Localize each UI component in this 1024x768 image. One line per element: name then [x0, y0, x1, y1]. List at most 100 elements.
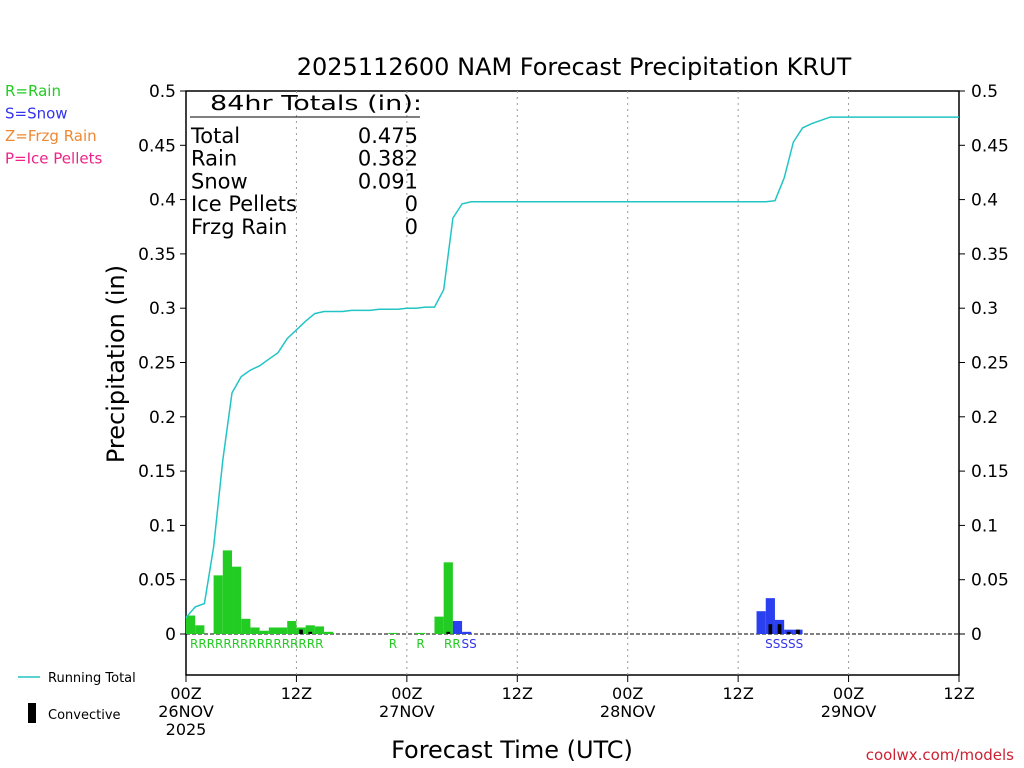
ptype-legend-item-3: P=Ice Pellets: [5, 150, 102, 168]
x-tick-label-0-2: 2025: [166, 720, 207, 739]
precip-bar-14: [324, 631, 334, 634]
ptype-label-4: SS: [461, 637, 476, 651]
ptype-legend-item-0: R=Rain: [5, 82, 61, 100]
ptype-label-1: R: [389, 637, 397, 651]
ptype-label-2: R: [416, 637, 424, 651]
convective-bar-12: [308, 631, 313, 634]
precip-bar-19: [452, 620, 463, 634]
plot-frame: [185, 90, 960, 676]
x-tick-label-6-0: 00Z: [833, 684, 864, 703]
totals-label-2: Snow: [191, 169, 248, 193]
totals-label-3: Ice Pellets: [191, 192, 297, 216]
precip-bar-22: [765, 598, 775, 634]
precip-bar-8: [268, 627, 279, 634]
y-tick-label-right-10: 0.5: [971, 82, 998, 102]
precip-bar-13: [314, 626, 325, 634]
convective-bar-11: [299, 629, 303, 634]
precip-bar-15: [388, 632, 398, 634]
y-tick-label-right-5: 0.25: [971, 354, 1009, 374]
running-total-legend-label: Running Total: [48, 671, 136, 686]
totals-value-4: 0: [405, 215, 418, 239]
x-tick-label-3-0: 12Z: [502, 684, 533, 703]
precip-type-legend: R=Rain S=Snow Z=Frzg Rain P=Ice Pellets: [5, 82, 102, 168]
y-tick-label-left-0: 0: [165, 625, 176, 645]
x-tick-label-2-1: 27NOV: [379, 702, 435, 721]
x-tick-label-4-1: 28NOV: [600, 702, 656, 721]
ptype-label-3: RR: [444, 637, 461, 651]
precip-bar-9: [278, 627, 288, 634]
ptype-legend-item-2: Z=Frzg Rain: [5, 127, 97, 145]
x-tick-label-0-0: 00Z: [170, 684, 201, 703]
y-tick-label-right-7: 0.35: [971, 245, 1009, 265]
convective-swatch: [28, 703, 36, 723]
x-tick-label-4-0: 00Z: [612, 684, 643, 703]
y-tick-label-right-3: 0.15: [971, 462, 1009, 482]
totals-header: 84hr Totals (in):: [210, 91, 422, 115]
totals-label-1: Rain: [191, 147, 237, 171]
convective-bar-24: [786, 631, 791, 634]
y-tick-label-right-8: 0.4: [971, 191, 998, 211]
precip-bar-3: [222, 550, 233, 634]
precip-bar-1: [195, 625, 205, 634]
precip-bar-4: [232, 566, 242, 634]
y-tick-label-left-4: 0.2: [149, 408, 176, 428]
y-tick-label-left-6: 0.3: [149, 299, 176, 319]
totals-value-2: 0.091: [358, 169, 418, 193]
convective-legend-label: Convective: [48, 708, 121, 723]
y-axis-right: 0 0.05 0.1 0.15 0.2 0.25 0.3 0.35 0.4 0.45 0.5: [959, 82, 1009, 645]
y-tick-label-left-2: 0.1: [149, 516, 176, 536]
precip-bar-2: [213, 575, 223, 634]
convective-bar-25: [796, 629, 800, 634]
precip-bar-16: [416, 632, 426, 634]
totals-value-3: 0: [405, 192, 418, 216]
y-tick-label-right-0: 0: [971, 625, 982, 645]
precip-bar-18: [443, 562, 453, 634]
x-tick-label-1-0: 12Z: [281, 684, 312, 703]
precip-bar-21: [756, 611, 766, 634]
x-tick-label-2-0: 00Z: [391, 684, 422, 703]
totals-rows: Total 0.475 Rain 0.382 Snow 0.091 Ice Pellets 0…: [190, 124, 418, 239]
precip-bar-7: [259, 630, 269, 634]
precip-bars: [186, 550, 803, 634]
convective-bar-23: [777, 624, 782, 634]
x-axis-label: Forecast Time (UTC): [391, 736, 633, 764]
precip-bar-5: [241, 618, 251, 634]
precip-bar-0: [186, 615, 196, 634]
totals-value-0: 0.475: [358, 124, 418, 148]
precip-bar-6: [250, 627, 260, 634]
ptype-label-0: RRRRRRRRRRRRRRRR: [190, 637, 323, 651]
y-tick-label-left-3: 0.15: [138, 462, 176, 482]
chart-title: 2025112600 NAM Forecast Precipitation KR…: [297, 53, 852, 81]
y-tick-label-left-7: 0.35: [138, 245, 176, 265]
totals-box: 84hr Totals (in): Total 0.475 Rain 0.382 Sno…: [190, 91, 422, 239]
precip-bar-20: [462, 631, 472, 634]
y-tick-label-right-9: 0.45: [971, 136, 1009, 156]
x-tick-label-7-0: 12Z: [943, 684, 974, 703]
precip-bar-10: [287, 620, 297, 634]
y-axis-label: Precipitation (in): [102, 265, 130, 463]
y-tick-label-right-1: 0.05: [971, 571, 1009, 591]
y-tick-label-left-5: 0.25: [138, 354, 176, 374]
convective-bar-18: [446, 631, 451, 634]
precip-type-labels: RRRRRRRRRRRRRRRR R R RR SS SSSSS: [190, 637, 803, 651]
x-tick-label-6-1: 29NOV: [821, 702, 877, 721]
footer-credit: coolwx.com/models: [866, 746, 1014, 764]
y-tick-label-left-1: 0.05: [138, 571, 176, 591]
y-axis-left: 0 0.05 0.1 0.15 0.2 0.25 0.3 0.35 0.4 0.45 0.5: [138, 82, 186, 645]
convective-legend: Convective: [28, 703, 121, 723]
running-total-legend: Running Total: [18, 671, 136, 686]
x-tick-label-5-0: 12Z: [722, 684, 753, 703]
totals-label-4: Frzg Rain: [191, 215, 287, 239]
precip-bar-12: [305, 625, 315, 634]
y-tick-label-left-10: 0.5: [149, 82, 176, 102]
running-total-line: [185, 116, 959, 619]
y-tick-label-right-4: 0.2: [971, 408, 998, 428]
convective-bar-22: [768, 624, 773, 634]
totals-value-1: 0.382: [358, 147, 418, 171]
precip-bar-17: [434, 616, 444, 634]
y-tick-label-right-2: 0.1: [971, 516, 998, 536]
ptype-label-5: SSSSS: [765, 637, 803, 651]
ptype-legend-item-1: S=Snow: [5, 105, 68, 123]
